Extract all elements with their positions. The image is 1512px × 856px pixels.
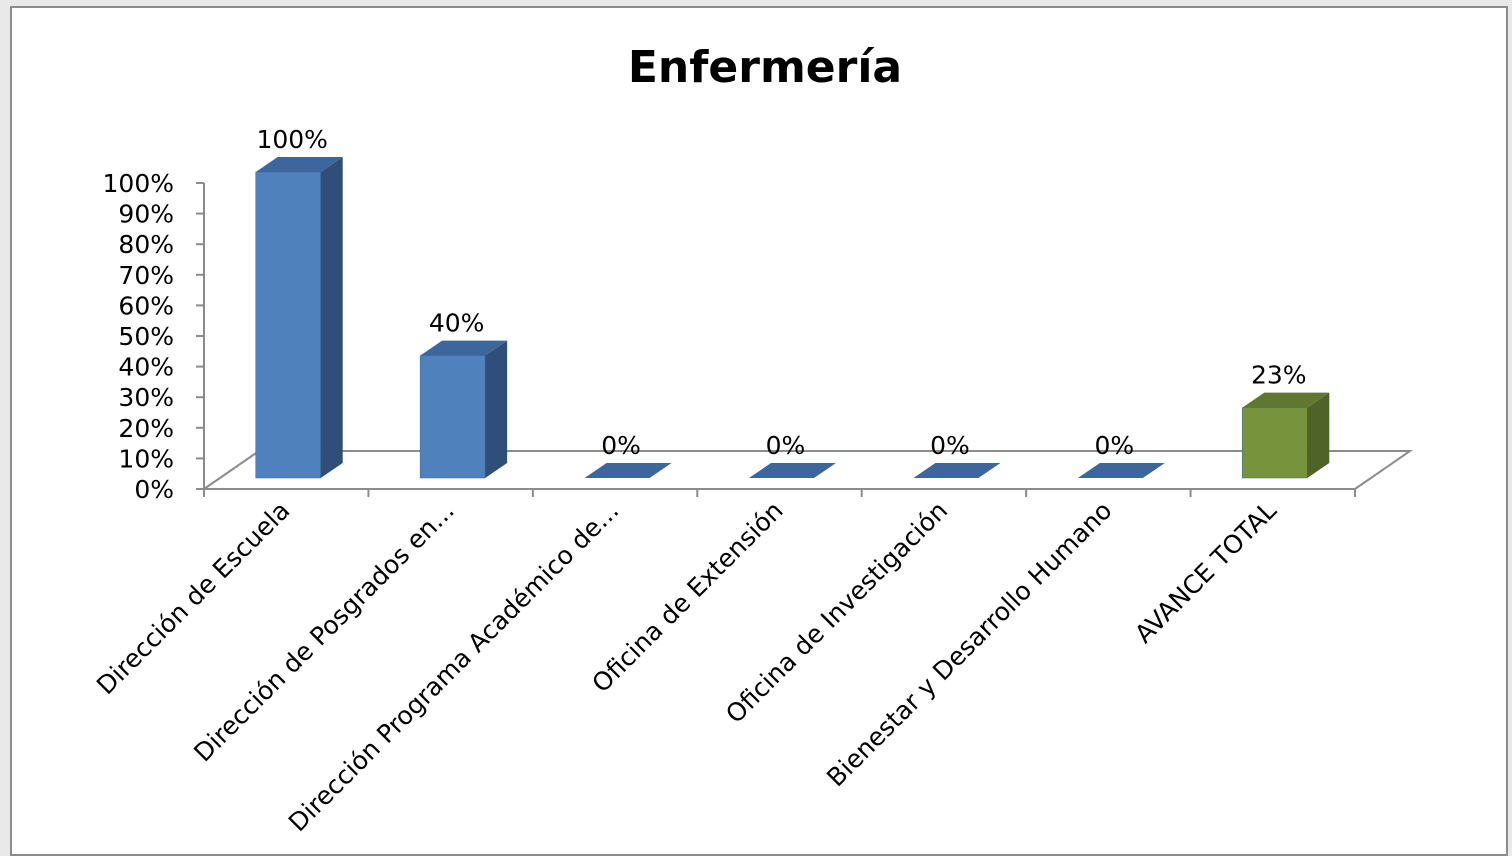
- bar-series: [255, 157, 1330, 479]
- y-axis: 0%10%20%30%40%50%60%70%80%90%100%: [103, 169, 205, 504]
- bar: [913, 463, 1001, 478]
- y-tick-label: 50%: [118, 322, 174, 351]
- chart-floor: [203, 450, 1414, 490]
- y-tick-label: 10%: [118, 444, 174, 473]
- x-category-label: Dirección Programa Académico de...: [283, 496, 624, 837]
- bar-front: [255, 171, 321, 479]
- x-category-label: Dirección de Posgrados en...: [188, 496, 460, 768]
- data-label: 100%: [256, 125, 327, 154]
- bar-side: [1307, 392, 1330, 478]
- bar-top: [749, 463, 836, 478]
- data-labels: 100% 40% 0% 0% 0% 0% 23%: [256, 125, 1306, 460]
- data-label: 0%: [1095, 431, 1135, 460]
- x-category-label: Oficina de Extensión: [586, 496, 788, 698]
- y-tick-label: 100%: [103, 169, 174, 198]
- bar-side: [485, 340, 508, 478]
- bar: [584, 463, 672, 478]
- y-tick-label: 80%: [118, 230, 174, 259]
- data-label: 23%: [1251, 361, 1307, 390]
- y-tick-label: 0%: [134, 475, 174, 504]
- chart-title: Enfermería: [628, 42, 902, 93]
- data-label: 0%: [766, 431, 806, 460]
- bar-top: [1077, 463, 1165, 478]
- x-category-label: AVANCE TOTAL: [1129, 496, 1282, 649]
- floor-outline: [203, 450, 1414, 490]
- bar-front: [419, 355, 486, 479]
- y-tick-label: 90%: [118, 200, 174, 229]
- bar: [419, 340, 508, 479]
- bar: [1077, 463, 1165, 478]
- y-tick-label: 70%: [118, 261, 174, 290]
- x-category-label: Bienestar y Desarrollo Humano: [821, 496, 1117, 792]
- bar: [255, 157, 343, 479]
- y-tick-label: 60%: [118, 291, 174, 320]
- data-label: 0%: [930, 431, 970, 460]
- bar-top: [255, 157, 343, 172]
- bar: [749, 463, 836, 478]
- data-label: 40%: [429, 309, 485, 338]
- bar-top: [1242, 392, 1330, 408]
- bar-top: [584, 463, 672, 478]
- bar: [1242, 392, 1330, 479]
- y-tick-label: 20%: [118, 414, 174, 443]
- data-label: 0%: [601, 431, 641, 460]
- y-tick-label: 40%: [118, 353, 174, 382]
- bar-top: [420, 340, 508, 356]
- bar-side: [320, 157, 343, 478]
- bar-front: [1242, 407, 1308, 479]
- bar-top: [913, 463, 1001, 478]
- y-tick-label: 30%: [118, 383, 174, 412]
